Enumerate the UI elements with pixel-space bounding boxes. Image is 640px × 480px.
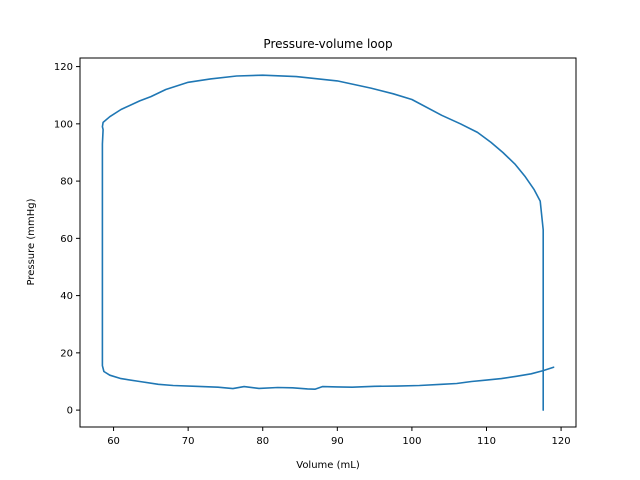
axes-frame — [79, 57, 577, 428]
y-tick-label: 120 — [54, 62, 73, 73]
x-tick-label: 60 — [107, 436, 120, 447]
y-tick-label: 60 — [60, 234, 73, 245]
y-tick-label: 40 — [60, 291, 73, 302]
y-tick-label: 20 — [60, 348, 73, 359]
plot-area — [101, 74, 555, 411]
pv-loop-line — [101, 74, 555, 411]
y-tick-label: 80 — [60, 177, 73, 188]
y-axis: 0 20 40 60 80 100 120 — [54, 62, 80, 417]
x-tick-label: 70 — [182, 436, 195, 447]
x-axis-label: Volume (mL) — [296, 460, 360, 471]
x-tick-label: 120 — [552, 436, 571, 447]
chart-title: Pressure-volume loop — [263, 37, 392, 51]
x-tick-label: 90 — [331, 436, 344, 447]
x-tick-label: 100 — [402, 436, 421, 447]
y-axis-label: Pressure (mmHg) — [26, 198, 37, 285]
y-tick-label: 100 — [54, 119, 73, 130]
x-axis: 60 70 80 90 100 110 120 — [107, 427, 571, 447]
x-tick-label: 110 — [477, 436, 496, 447]
y-tick-label: 0 — [67, 406, 73, 417]
x-tick-label: 80 — [256, 436, 269, 447]
